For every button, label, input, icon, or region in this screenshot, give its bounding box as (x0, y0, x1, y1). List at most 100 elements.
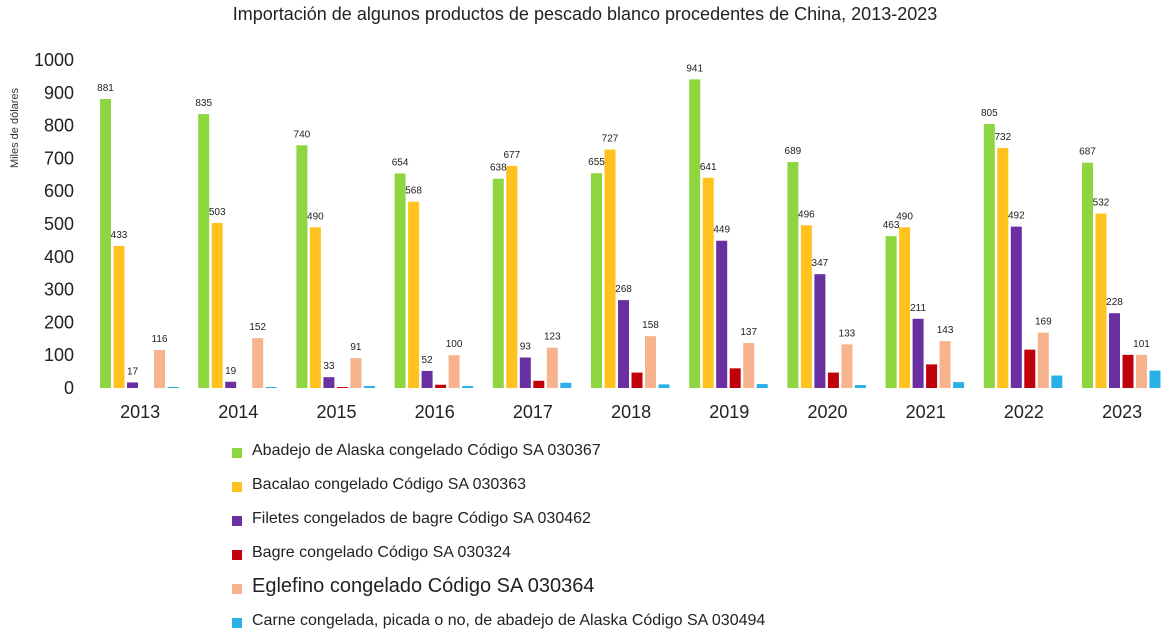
legend-label: Filetes congelados de bagre Código SA 03… (252, 510, 591, 527)
value-labels: 881 835 740 654 638 655 941 689 463 805 687 433 503 4… (97, 63, 1150, 377)
data-label: 532 (1093, 198, 1110, 209)
data-label: 52 (422, 355, 434, 366)
legend-label: Bagre congelado Código SA 030324 (252, 544, 511, 561)
bar (127, 382, 138, 388)
data-label: 116 (152, 334, 168, 345)
bar (350, 358, 362, 388)
data-label: 568 (405, 186, 422, 197)
data-label: 101 (1133, 339, 1150, 350)
bar (1024, 349, 1036, 388)
data-label: 158 (642, 320, 659, 331)
data-label: 835 (195, 98, 212, 109)
bar (519, 357, 531, 388)
data-label: 100 (446, 339, 463, 350)
bar (323, 377, 335, 388)
bar (631, 372, 643, 388)
legend-swatch (232, 584, 242, 594)
bar (1122, 354, 1134, 388)
x-tick-label: 2022 (1004, 402, 1044, 422)
x-tick-label: 2017 (513, 402, 553, 422)
legend-label: Bacalao congelado Código SA 030363 (252, 476, 526, 493)
data-label: 169 (1035, 317, 1052, 328)
data-label: 687 (1079, 147, 1096, 158)
data-label: 91 (350, 342, 362, 353)
x-tick-label: 2016 (415, 402, 455, 422)
data-label: 490 (307, 211, 324, 222)
y-tick-label: 800 (44, 116, 74, 136)
bar (394, 173, 406, 388)
x-tick-label: 2020 (807, 402, 847, 422)
bar (167, 387, 179, 388)
data-label: 268 (615, 284, 632, 295)
data-label: 152 (249, 322, 266, 333)
bar (309, 227, 321, 388)
data-label: 93 (520, 341, 532, 352)
bar (618, 300, 629, 388)
legend-swatch (232, 516, 242, 526)
y-tick-label: 0 (64, 378, 74, 398)
bar (560, 382, 572, 388)
data-label: 463 (883, 220, 900, 231)
y-tick-label: 700 (44, 148, 74, 168)
y-tick-label: 900 (44, 83, 74, 103)
bar (729, 368, 741, 388)
y-tick-label: 200 (44, 312, 74, 332)
bar (1037, 332, 1049, 388)
bar (743, 343, 755, 388)
bar (645, 336, 656, 388)
y-tick-label: 100 (44, 345, 74, 365)
data-label: 211 (910, 303, 926, 314)
data-label: 449 (713, 225, 730, 236)
bar (926, 364, 938, 388)
bar (252, 338, 264, 388)
bar (296, 145, 308, 388)
data-label: 503 (209, 207, 226, 218)
x-tick-label: 2018 (611, 402, 651, 422)
x-tick-label: 2013 (120, 402, 160, 422)
x-tick-label: 2023 (1102, 402, 1142, 422)
bar (841, 344, 853, 388)
bar (939, 341, 951, 388)
data-label: 638 (490, 163, 507, 174)
bar (492, 178, 504, 388)
bar (997, 147, 1009, 388)
legend-label: Carne congelada, picada o no, de abadejo… (252, 612, 766, 629)
data-label: 689 (785, 146, 802, 157)
data-label: 496 (798, 209, 815, 220)
bar (1136, 354, 1147, 388)
bar (506, 165, 518, 388)
bar (546, 347, 558, 388)
bar (756, 384, 768, 388)
y-tick-label: 400 (44, 247, 74, 267)
y-axis-ticks: 0 100 200 300 400 500 600 700 800 900 1000 (34, 50, 74, 398)
data-label: 490 (896, 211, 913, 222)
bar (689, 79, 701, 389)
data-label: 941 (686, 63, 703, 74)
bar (113, 245, 125, 388)
legend-swatch (232, 448, 242, 458)
y-tick-label: 1000 (34, 50, 74, 70)
bar (211, 223, 223, 388)
bar (953, 382, 965, 388)
data-label: 433 (111, 230, 128, 241)
x-axis-ticks: 2013 2014 2015 2016 2017 2018 2019 2020 2021 2022… (120, 402, 1142, 422)
bar (1109, 313, 1120, 388)
data-label: 19 (225, 366, 237, 377)
bar (421, 370, 433, 388)
y-axis-title: Miles de dólares (9, 87, 21, 168)
data-label: 732 (994, 132, 1011, 143)
bar (1095, 213, 1107, 388)
bar (462, 386, 474, 388)
y-tick-label: 500 (44, 214, 74, 234)
data-label: 641 (700, 162, 717, 173)
bar (435, 384, 447, 388)
bar (265, 387, 277, 388)
data-label: 17 (127, 366, 139, 377)
y-axis-title-group: Miles de dólares (9, 87, 21, 168)
y-tick-label: 600 (44, 181, 74, 201)
bar (533, 380, 545, 388)
bar-chart: Miles de dólares 0 100 200 300 400 500 600 700 8… (9, 50, 1161, 422)
x-tick-label: 2019 (709, 402, 749, 422)
bar (225, 381, 237, 388)
legend-swatch (232, 550, 242, 560)
